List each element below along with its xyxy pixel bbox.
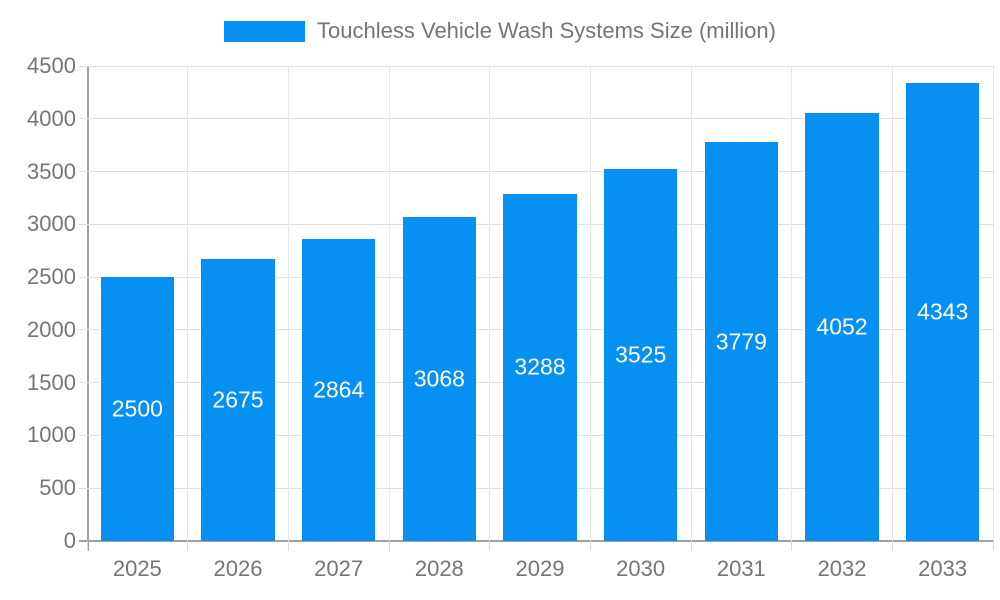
bar-2028: 3068 xyxy=(402,217,477,541)
bar-2030: 3525 xyxy=(603,168,678,541)
x-axis-line xyxy=(79,540,993,542)
bar-value-label: 2675 xyxy=(212,386,264,413)
gridline-x xyxy=(489,66,491,541)
x-tick-mark xyxy=(489,541,491,551)
y-tick-label: 1500 xyxy=(27,369,76,395)
bar-2031: 3779 xyxy=(704,142,779,541)
x-axis-labels: 2025 2026 2027 2028 2029 2030 2031 2032 2033 xyxy=(87,556,993,588)
gridline-x xyxy=(992,66,994,541)
y-tick-label: 2500 xyxy=(27,264,76,290)
x-tick-label-2030: 2030 xyxy=(616,556,666,581)
x-tick-mark xyxy=(287,541,289,551)
gridline-y-3500 xyxy=(79,171,993,173)
gridline-x xyxy=(589,66,591,541)
x-tick-label-2031: 2031 xyxy=(716,556,766,581)
bar-value-label: 3288 xyxy=(514,353,566,380)
gridline-y-4500 xyxy=(79,65,993,67)
y-tick-label: 1000 xyxy=(27,422,76,448)
bar-2026: 2675 xyxy=(201,258,275,541)
bar-value-label: 4052 xyxy=(816,313,868,340)
gridline-x xyxy=(690,66,692,541)
bar-2027: 2864 xyxy=(301,238,376,541)
x-tick-label-2033: 2033 xyxy=(918,556,968,581)
x-tick-label-2028: 2028 xyxy=(414,556,464,581)
y-tick-label: 3500 xyxy=(27,158,76,184)
x-tick-label-2026: 2026 xyxy=(213,556,263,581)
y-axis-line xyxy=(87,66,89,551)
gridline-x xyxy=(891,66,893,541)
bar-value-label: 2500 xyxy=(111,395,163,422)
y-tick-label: 4500 xyxy=(27,53,76,78)
x-tick-mark xyxy=(589,541,591,551)
x-tick-label-2032: 2032 xyxy=(817,556,867,581)
gridline-y-4000 xyxy=(79,118,993,120)
bar-2032: 4052 xyxy=(805,113,879,541)
x-tick-label-2025: 2025 xyxy=(112,556,162,581)
x-tick-mark xyxy=(992,541,994,551)
gridline-x xyxy=(287,66,289,541)
x-tick-mark xyxy=(187,541,189,551)
gridline-x xyxy=(388,66,390,541)
x-tick-label-2029: 2029 xyxy=(515,556,565,581)
bar-value-label: 3779 xyxy=(715,328,767,355)
bar-value-label: 2864 xyxy=(313,376,365,403)
plot-area: 2500 2675 2864 3068 3288 3525 3779 4052 4343 xyxy=(79,65,994,551)
gridline-x xyxy=(187,66,189,541)
bar-2029: 3288 xyxy=(503,193,577,541)
y-axis-labels: 0 500 1000 1500 2000 2500 3000 3500 4000 4500 xyxy=(0,53,76,553)
gridline-x xyxy=(791,66,793,541)
x-tick-mark xyxy=(388,541,390,551)
bar-2033: 4343 xyxy=(905,82,980,541)
y-tick-label: 4000 xyxy=(27,105,76,131)
bar-value-label: 4343 xyxy=(917,298,969,325)
x-tick-mark xyxy=(690,541,692,551)
x-tick-label-2027: 2027 xyxy=(314,556,364,581)
y-tick-label: 2000 xyxy=(27,316,76,342)
legend-label: Touchless Vehicle Wash Systems Size (mil… xyxy=(317,18,776,43)
bar-value-label: 3068 xyxy=(413,365,465,392)
x-tick-mark xyxy=(86,541,88,551)
x-tick-mark xyxy=(791,541,793,551)
legend-swatch xyxy=(224,20,306,42)
bar-value-label: 3525 xyxy=(615,341,667,368)
legend[interactable]: Touchless Vehicle Wash Systems Size (mil… xyxy=(0,18,1000,44)
bar-2025: 2500 xyxy=(100,277,175,541)
y-tick-label: 500 xyxy=(39,475,76,501)
y-tick-label: 0 xyxy=(63,528,76,553)
y-tick-label: 3000 xyxy=(27,211,76,237)
x-tick-mark xyxy=(891,541,893,551)
